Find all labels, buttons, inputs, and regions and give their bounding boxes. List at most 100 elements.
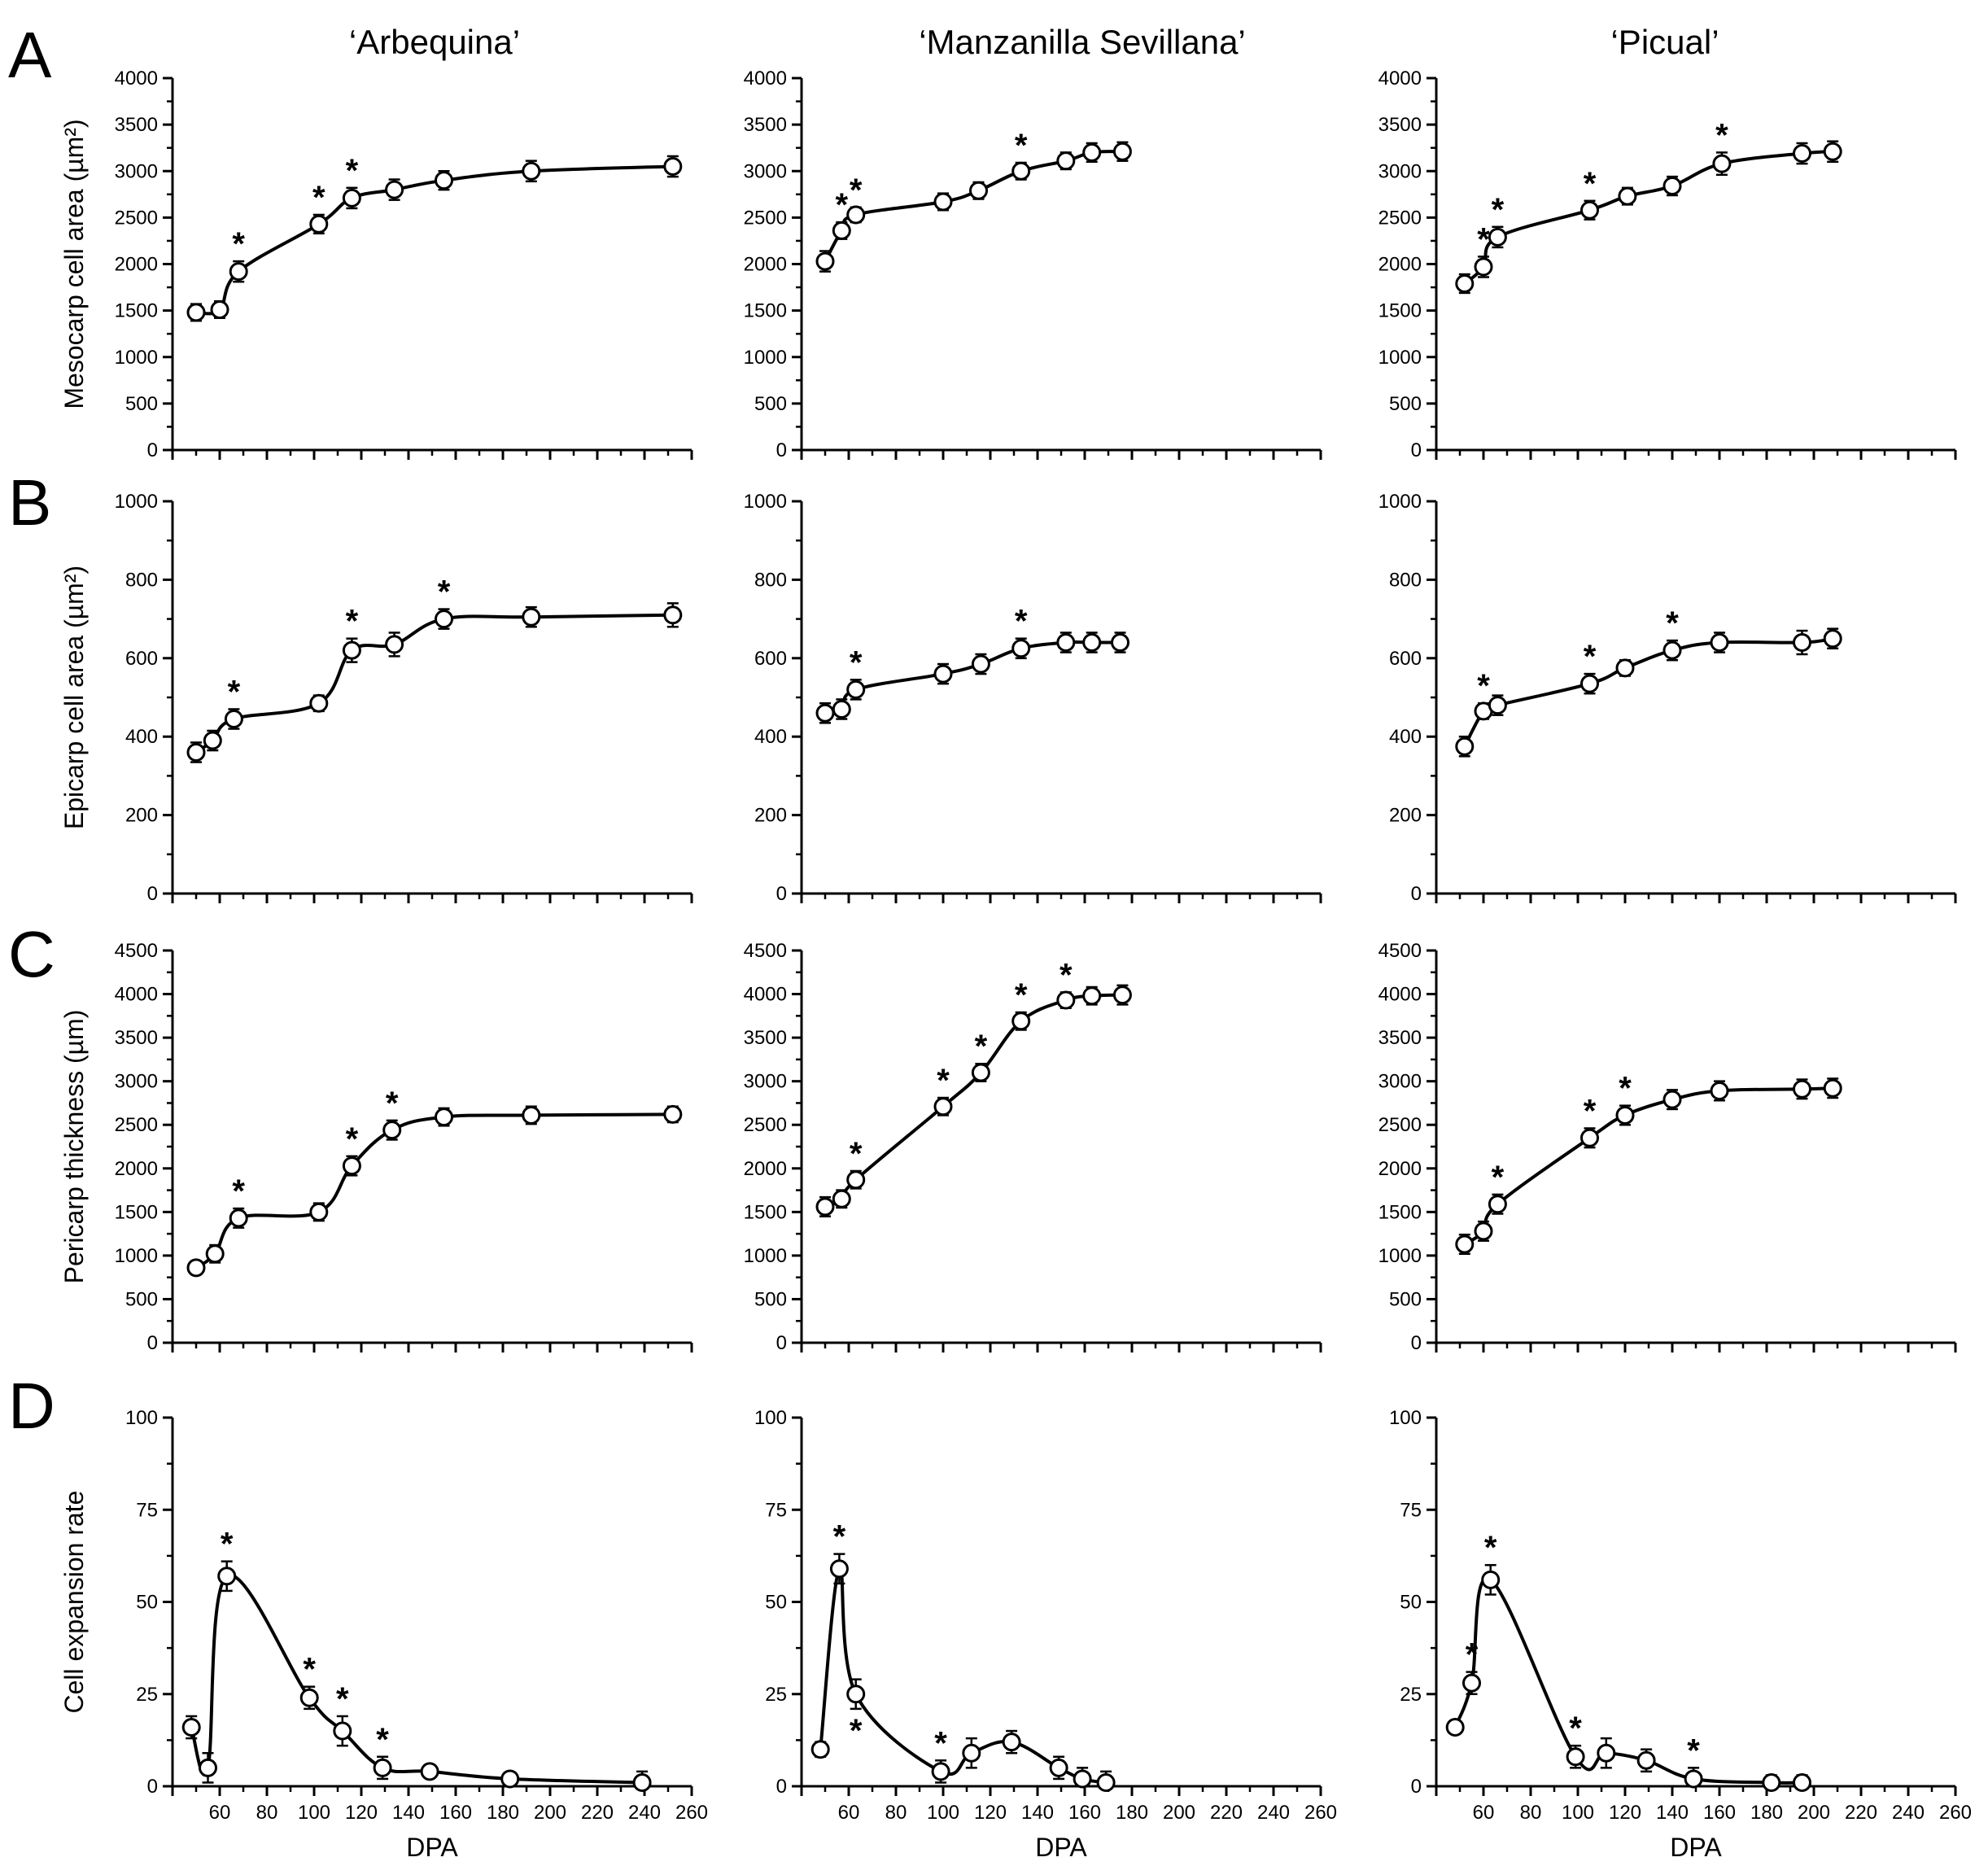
data-point bbox=[385, 635, 404, 654]
y-tick-label: 0 bbox=[776, 439, 787, 461]
data-point bbox=[1056, 990, 1076, 1010]
data-point bbox=[186, 1258, 206, 1278]
x-tick-label: 100 bbox=[927, 1802, 959, 1824]
significance-star: * bbox=[438, 575, 451, 610]
data-point bbox=[1580, 1128, 1599, 1147]
data-point bbox=[1049, 1758, 1068, 1777]
x-tick-label: 80 bbox=[885, 1802, 907, 1824]
x-tick-label: 120 bbox=[974, 1802, 1007, 1824]
data-point bbox=[309, 214, 329, 234]
data-point bbox=[1073, 1769, 1092, 1789]
data-point bbox=[435, 1108, 453, 1127]
significance-star: * bbox=[850, 173, 863, 208]
y-axis-title: Epicarp cell area (µm²) bbox=[59, 566, 89, 829]
series-line bbox=[194, 1112, 673, 1269]
data-point bbox=[1082, 633, 1102, 653]
y-tick-label: 600 bbox=[125, 648, 158, 670]
y-tick-label: 4000 bbox=[744, 68, 787, 90]
data-point bbox=[1566, 1747, 1585, 1767]
data-point bbox=[663, 605, 683, 625]
significance-star: * bbox=[850, 1713, 863, 1749]
y-tick-label: 500 bbox=[125, 393, 158, 415]
data-point bbox=[1445, 1718, 1465, 1737]
y-tick-label: 2500 bbox=[744, 207, 787, 229]
x-tick-label: 140 bbox=[1021, 1802, 1054, 1824]
significance-star: * bbox=[346, 153, 359, 189]
y-tick-label: 4500 bbox=[115, 940, 158, 962]
y-tick-label: 2000 bbox=[1378, 254, 1422, 276]
y-tick-label: 1000 bbox=[1378, 491, 1422, 513]
subplot-C-arbequina: 0 500 1000 1500 2000 2500 3000 3500 4000 4500 Peri… bbox=[59, 940, 693, 1354]
y-tick-label: 100 bbox=[1389, 1407, 1422, 1429]
x-tick-label: 260 bbox=[675, 1802, 708, 1824]
significance-star: * bbox=[836, 187, 849, 223]
data-point bbox=[846, 680, 866, 699]
x-tick-label: 60 bbox=[1473, 1802, 1495, 1824]
column-title-picual: ‘Picual’ bbox=[1610, 23, 1719, 61]
data-point bbox=[420, 1762, 439, 1781]
data-point bbox=[1455, 736, 1475, 756]
y-tick-label: 1000 bbox=[1378, 347, 1422, 369]
y-tick-label: 2500 bbox=[115, 207, 158, 229]
y-axis-title: Cell expansion rate bbox=[59, 1491, 89, 1714]
data-point bbox=[815, 251, 835, 271]
data-point bbox=[373, 1758, 392, 1777]
x-tick-label: 160 bbox=[439, 1802, 472, 1824]
y-tick-label: 3500 bbox=[744, 114, 787, 136]
series-line bbox=[194, 613, 673, 754]
y-tick-label: 75 bbox=[1400, 1499, 1422, 1521]
y-tick-label: 100 bbox=[125, 1407, 158, 1429]
series-line bbox=[190, 1573, 643, 1785]
x-axis-title: DPA bbox=[1035, 1833, 1087, 1862]
y-tick-label: 0 bbox=[1411, 883, 1422, 905]
x-axis-title: DPA bbox=[406, 1833, 458, 1862]
y-tick-label: 0 bbox=[147, 439, 158, 461]
y-tick-label: 0 bbox=[776, 883, 787, 905]
y-tick-label: 1000 bbox=[115, 347, 158, 369]
x-tick-label: 200 bbox=[1163, 1802, 1195, 1824]
x-tick-label: 180 bbox=[487, 1802, 519, 1824]
significance-star: * bbox=[1484, 1530, 1497, 1566]
significance-star: * bbox=[833, 1519, 846, 1555]
data-point bbox=[205, 1244, 225, 1264]
significance-star: * bbox=[1492, 192, 1505, 228]
x-tick-label: 80 bbox=[256, 1802, 278, 1824]
significance-star: * bbox=[1477, 668, 1490, 704]
data-point bbox=[309, 693, 329, 713]
y-tick-label: 25 bbox=[1400, 1684, 1422, 1706]
data-point bbox=[1712, 154, 1732, 173]
significance-star: * bbox=[221, 1527, 234, 1562]
data-point bbox=[522, 161, 541, 181]
x-tick-label: 120 bbox=[345, 1802, 378, 1824]
y-tick-label: 25 bbox=[765, 1684, 787, 1706]
data-point bbox=[663, 1104, 683, 1124]
y-tick-label: 1500 bbox=[115, 300, 158, 322]
panel-letter-b: B bbox=[8, 466, 51, 539]
data-point bbox=[815, 703, 835, 723]
y-tick-label: 25 bbox=[136, 1684, 158, 1706]
data-point bbox=[1823, 1078, 1842, 1098]
significance-star: * bbox=[1584, 639, 1597, 675]
x-tick-label: 100 bbox=[298, 1802, 330, 1824]
x-tick-label: 180 bbox=[1116, 1802, 1148, 1824]
significance-star: * bbox=[232, 1173, 245, 1209]
y-tick-label: 0 bbox=[776, 1776, 787, 1798]
significance-star: * bbox=[232, 226, 245, 262]
data-point bbox=[1710, 1081, 1729, 1100]
y-tick-label: 3000 bbox=[115, 1071, 158, 1093]
data-point bbox=[832, 1189, 851, 1208]
data-point bbox=[333, 1721, 352, 1741]
significance-star: * bbox=[228, 674, 241, 710]
x-tick-label: 120 bbox=[1609, 1802, 1641, 1824]
significance-star: * bbox=[1015, 977, 1028, 1013]
series-line bbox=[824, 993, 1123, 1208]
data-point bbox=[829, 1559, 849, 1579]
data-point bbox=[181, 1718, 201, 1737]
y-tick-label: 2000 bbox=[115, 1158, 158, 1180]
data-point bbox=[846, 1170, 866, 1190]
y-tick-label: 4000 bbox=[115, 68, 158, 90]
significance-star: * bbox=[1466, 1637, 1479, 1673]
significance-star: * bbox=[346, 604, 359, 640]
data-point bbox=[1474, 1221, 1493, 1241]
data-point bbox=[1002, 1733, 1021, 1752]
